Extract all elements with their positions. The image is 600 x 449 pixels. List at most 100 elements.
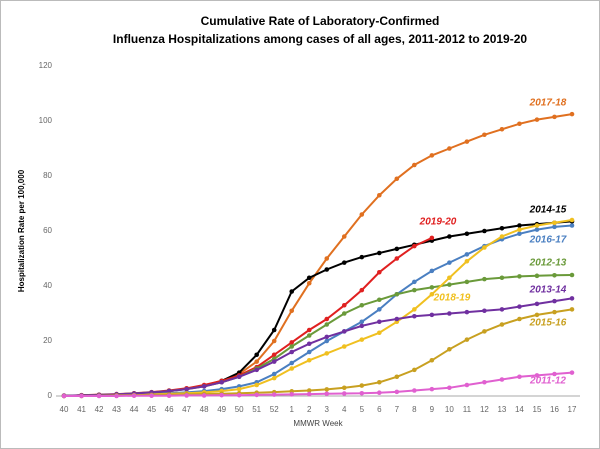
y-tick-label: 120 — [39, 61, 53, 70]
point-marker — [429, 386, 435, 392]
point-marker — [289, 289, 295, 294]
point-marker — [201, 393, 207, 398]
x-tick-label: 1 — [289, 405, 294, 414]
point-marker — [464, 382, 470, 388]
point-marker — [341, 302, 347, 308]
chart-title: Cumulative Rate of Laboratory-Confirmed — [201, 14, 440, 28]
y-tick-label: 20 — [43, 336, 52, 345]
x-tick-label: 47 — [182, 405, 191, 414]
x-tick-label: 9 — [430, 405, 435, 414]
point-marker — [569, 296, 575, 301]
point-marker — [412, 307, 417, 312]
x-tick-label: 3 — [325, 405, 330, 414]
x-tick-label: 48 — [200, 405, 209, 414]
point-marker — [534, 223, 540, 228]
point-marker — [464, 309, 470, 315]
x-tick-label: 7 — [395, 405, 400, 414]
x-tick-label: 16 — [550, 405, 559, 414]
point-marker — [517, 121, 522, 127]
point-marker — [464, 139, 470, 144]
point-marker — [359, 302, 365, 308]
point-marker — [552, 371, 557, 377]
point-marker — [359, 390, 365, 396]
y-tick-label: 60 — [43, 226, 52, 235]
point-marker — [412, 367, 417, 373]
x-axis-label: MMWR Week — [293, 419, 343, 428]
point-marker — [394, 176, 400, 182]
x-tick-label: 12 — [480, 405, 489, 414]
point-marker — [464, 252, 470, 257]
point-marker — [254, 352, 259, 358]
point-marker — [552, 272, 557, 278]
point-marker — [534, 117, 540, 122]
point-marker — [289, 392, 295, 397]
series-label: 2016-17 — [529, 235, 567, 246]
point-marker — [499, 234, 505, 239]
point-marker — [166, 393, 172, 399]
point-marker — [324, 322, 330, 327]
x-tick-label: 46 — [165, 405, 174, 414]
point-marker — [254, 392, 259, 398]
point-marker — [412, 162, 417, 168]
point-marker — [377, 390, 382, 396]
point-marker — [271, 338, 277, 344]
point-marker — [569, 307, 575, 312]
point-marker — [79, 393, 84, 399]
point-marker — [447, 275, 452, 281]
x-tick-label: 42 — [95, 405, 104, 414]
point-marker — [184, 393, 189, 398]
point-marker — [254, 382, 259, 388]
point-marker — [271, 352, 277, 358]
point-marker — [447, 282, 452, 287]
point-marker — [569, 223, 575, 228]
point-marker — [499, 307, 505, 312]
point-marker — [517, 227, 522, 232]
chart-title: Influenza Hospitalizations among cases o… — [113, 32, 527, 46]
point-marker — [499, 225, 505, 231]
point-marker — [271, 327, 277, 333]
point-marker — [394, 316, 400, 322]
point-marker — [482, 245, 487, 250]
x-tick-label: 13 — [497, 405, 506, 414]
point-marker — [377, 297, 382, 303]
point-marker — [306, 349, 312, 355]
point-marker — [236, 374, 242, 380]
point-marker — [289, 308, 295, 314]
point-marker — [517, 304, 522, 309]
x-tick-label: 49 — [217, 405, 226, 414]
point-marker — [447, 234, 452, 239]
point-marker — [482, 329, 487, 334]
point-marker — [201, 384, 207, 389]
point-marker — [324, 267, 330, 272]
point-marker — [254, 367, 259, 373]
point-marker — [341, 329, 347, 334]
point-marker — [254, 359, 259, 364]
point-marker — [324, 316, 330, 322]
point-marker — [412, 388, 417, 393]
point-marker — [359, 319, 365, 325]
point-marker — [324, 351, 330, 356]
point-marker — [534, 273, 540, 279]
point-marker — [412, 313, 417, 319]
series-label: 2011-12 — [529, 376, 566, 387]
point-marker — [341, 344, 347, 349]
point-marker — [569, 217, 575, 223]
point-marker — [341, 385, 347, 391]
point-marker — [377, 379, 382, 385]
point-marker — [324, 256, 330, 261]
point-marker — [464, 231, 470, 237]
point-marker — [359, 287, 365, 293]
point-marker — [412, 287, 417, 293]
x-tick-label: 40 — [60, 405, 69, 414]
point-marker — [429, 285, 435, 290]
point-marker — [552, 298, 557, 304]
series-label: 2014-15 — [529, 205, 567, 216]
point-marker — [482, 132, 487, 138]
y-tick-label: 40 — [43, 281, 52, 290]
x-tick-label: 6 — [377, 405, 382, 414]
point-marker — [552, 114, 557, 120]
point-marker — [166, 388, 172, 394]
point-marker — [499, 275, 505, 281]
point-marker — [464, 279, 470, 285]
